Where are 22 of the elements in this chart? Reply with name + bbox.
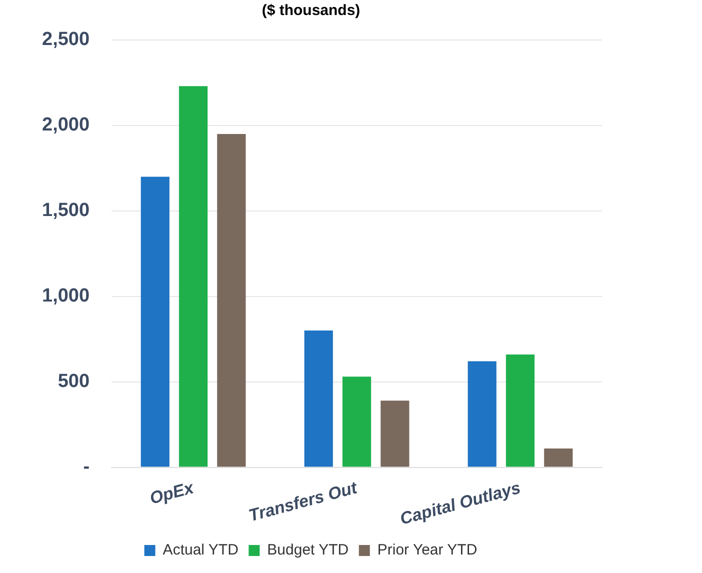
y-tick-label: - xyxy=(83,456,90,478)
y-tick-label: 2,500 xyxy=(42,29,90,50)
bar xyxy=(468,361,496,467)
y-tick-label: 500 xyxy=(58,371,90,392)
bar xyxy=(380,400,410,467)
bar xyxy=(304,330,333,467)
bar xyxy=(544,448,573,467)
bar xyxy=(506,354,535,467)
legend-label: Prior Year YTD xyxy=(377,542,478,559)
y-tick-label: 1,500 xyxy=(42,200,90,222)
bar xyxy=(217,134,246,467)
y-tick-label: 2,000 xyxy=(42,114,90,136)
y-tick-label: 1,000 xyxy=(42,286,90,307)
bar xyxy=(342,376,372,467)
bar xyxy=(140,176,170,467)
chart-title: ($ thousands) xyxy=(262,2,360,20)
legend-label: Actual YTD xyxy=(162,542,239,559)
legend-label: Budget YTD xyxy=(267,542,349,559)
x-tick-label: Capital Outlays xyxy=(398,478,523,529)
bar xyxy=(178,86,208,467)
x-tick-label: Transfers Out xyxy=(246,478,360,526)
x-tick-label: OpEx xyxy=(148,478,198,508)
